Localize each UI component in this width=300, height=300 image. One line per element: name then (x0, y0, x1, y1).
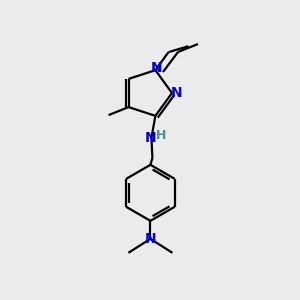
Text: N: N (145, 131, 156, 145)
Text: N: N (171, 86, 183, 100)
Text: N: N (151, 61, 162, 75)
Text: H: H (156, 129, 167, 142)
Text: N: N (145, 232, 156, 246)
